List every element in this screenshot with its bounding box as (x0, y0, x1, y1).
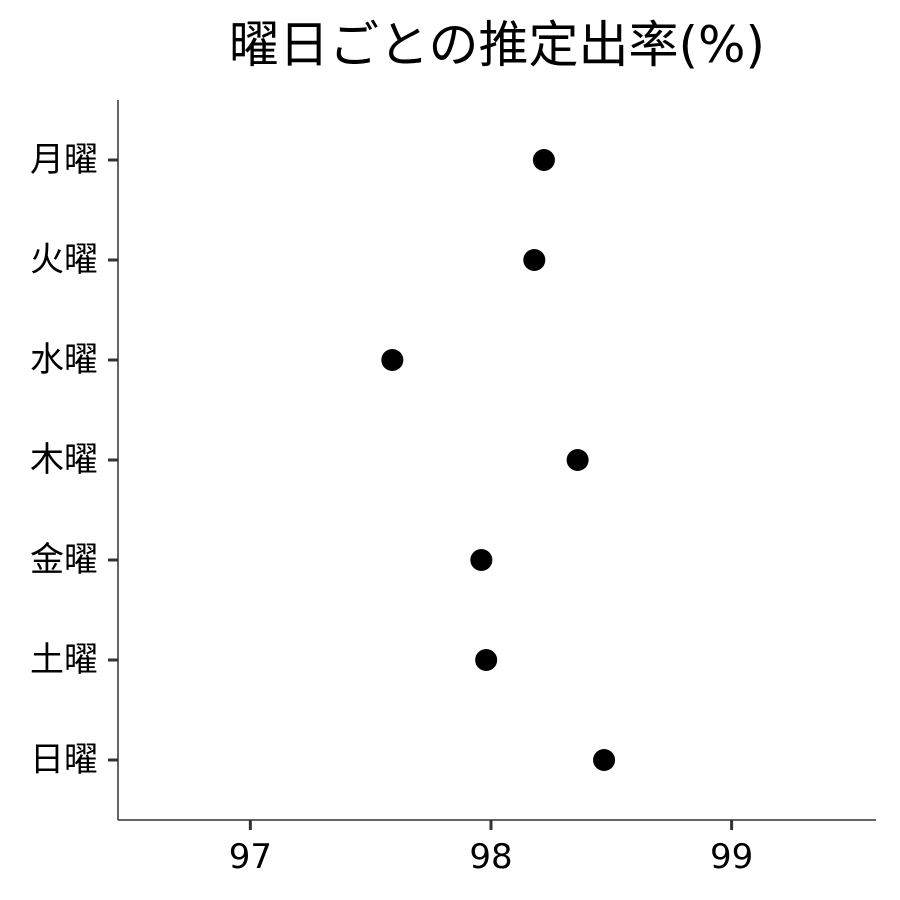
y-tick-label: 金曜 (30, 540, 98, 580)
data-point (523, 249, 546, 271)
x-tick-label: 97 (229, 837, 272, 877)
x-tick-label: 99 (710, 837, 753, 877)
data-point (566, 449, 589, 471)
chart-title: 曜日ごとの推定出率(%) (229, 16, 765, 74)
x-axis-ticks: 97 98 99 (229, 820, 753, 877)
y-tick-label: 木曜 (30, 440, 98, 480)
y-tick-label: 土曜 (30, 640, 98, 680)
y-tick-label: 火曜 (30, 240, 98, 280)
y-tick-label: 日曜 (30, 740, 98, 780)
data-point (593, 749, 616, 771)
data-point (470, 549, 493, 571)
data-points (381, 149, 616, 771)
data-point (475, 649, 498, 671)
data-point (532, 149, 555, 171)
y-tick-label: 水曜 (30, 340, 98, 380)
y-tick-label: 月曜 (30, 140, 98, 180)
x-tick-label: 98 (469, 837, 512, 877)
data-point (381, 349, 404, 371)
